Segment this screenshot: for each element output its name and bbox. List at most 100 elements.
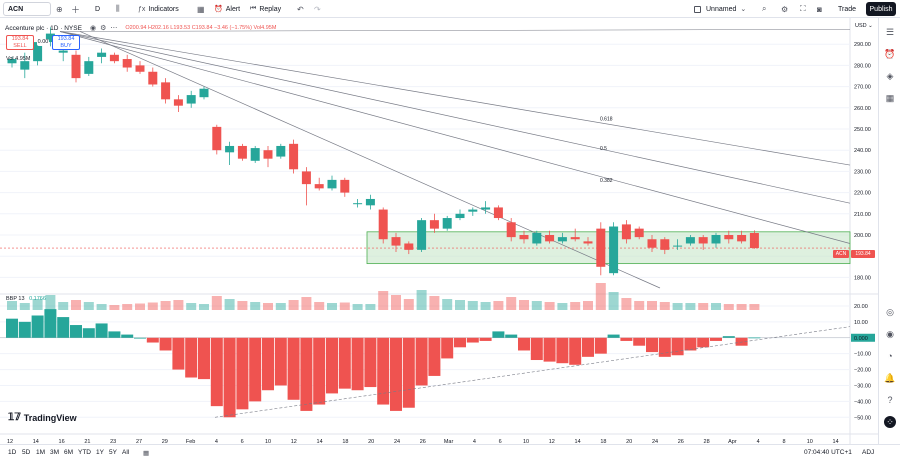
stream-icon[interactable]: ◔ bbox=[887, 351, 893, 361]
candle-body bbox=[404, 243, 414, 250]
volume-bar bbox=[288, 300, 299, 310]
timeframe-all[interactable]: All bbox=[122, 449, 130, 456]
bbp-bar bbox=[556, 337, 569, 364]
indicator-name: BBP 13 bbox=[6, 296, 25, 302]
time-axis: 12 14 16 21 23 27 29 Feb 4 6 10 12 14 18 20 24 26 Mar 4 6 10… bbox=[7, 439, 839, 444]
bbp-bar bbox=[198, 337, 210, 380]
watermark-text: TradingView bbox=[23, 412, 77, 423]
fib-line-0.382 bbox=[59, 31, 851, 244]
notifications-icon[interactable]: 🔔 bbox=[884, 372, 896, 383]
volume-bar bbox=[147, 302, 158, 310]
adj-button[interactable]: ADJ bbox=[862, 449, 875, 456]
bbp-bar bbox=[134, 337, 146, 339]
add-symbol-icon[interactable]: ＋ bbox=[71, 4, 81, 15]
chat-icon[interactable]: ◉ bbox=[886, 328, 894, 339]
candle-body bbox=[391, 237, 401, 246]
camera-icon[interactable]: ◙ bbox=[817, 4, 822, 14]
timeframe-1d[interactable]: 1D bbox=[8, 449, 17, 456]
candle-body bbox=[276, 145, 286, 157]
more-icon[interactable]: ⋯ bbox=[110, 25, 118, 32]
timeframe-1y[interactable]: 1Y bbox=[96, 449, 104, 456]
timeframe-5y[interactable]: 5Y bbox=[109, 449, 117, 456]
volume-bar bbox=[224, 299, 235, 310]
time-tick-label: 29 bbox=[162, 439, 168, 444]
timeframe-5d[interactable]: 5D bbox=[22, 449, 31, 456]
timeframe-1m[interactable]: 1M bbox=[36, 449, 46, 456]
volume-bar bbox=[327, 303, 337, 310]
price-tick-label: 280.00 bbox=[854, 63, 871, 69]
trade-button[interactable]: Trade bbox=[838, 0, 856, 18]
alert-button[interactable]: ⏰ Alert bbox=[214, 0, 240, 18]
candle-body bbox=[45, 33, 55, 43]
calendar-icon[interactable]: ▦ bbox=[885, 92, 895, 103]
chart-type-icon[interactable]: ⫼ bbox=[116, 4, 120, 13]
settings-icon[interactable]: ⚙ bbox=[781, 4, 789, 14]
indicators-button[interactable]: ƒx Indicators bbox=[138, 0, 179, 18]
fullscreen-icon[interactable]: ⛶ bbox=[800, 4, 806, 13]
volume-bar bbox=[19, 303, 30, 310]
layers-icon[interactable]: ◈ bbox=[886, 70, 894, 81]
indicator-tick-label: −30.00 bbox=[854, 383, 871, 389]
time-tick-label: Feb bbox=[186, 439, 195, 444]
candle-body bbox=[545, 235, 555, 242]
volume-bar bbox=[275, 303, 286, 310]
bbp-bar bbox=[454, 337, 466, 348]
price-tick-label: 240.00 bbox=[854, 148, 871, 154]
symbol-legend: Accenture plc · 1D · NYSE ◉ ⚙ ⋯ O200.94 … bbox=[5, 24, 277, 33]
bbp-bar bbox=[95, 323, 108, 338]
publish-button[interactable]: Publish bbox=[866, 2, 896, 16]
candle-body bbox=[660, 239, 670, 250]
bbp-bar bbox=[287, 337, 300, 400]
clock-label[interactable]: 07:04:40 UTC+1 bbox=[804, 449, 852, 456]
bbp-bar bbox=[479, 337, 492, 341]
timeframe-ytd[interactable]: YTD bbox=[78, 449, 91, 456]
bbp-bar bbox=[492, 331, 505, 338]
right-sidebar: ☰ ⏰ ◈ ▦ ◎ ◉ ◔ 🔔 ? ⁘ bbox=[878, 18, 900, 444]
settings-icon[interactable]: ⚙ bbox=[100, 25, 107, 32]
layout-button[interactable]: Unnamed ⌄ bbox=[694, 0, 746, 18]
quick-search-icon[interactable]: ⌕ bbox=[762, 4, 767, 13]
watchlist-icon[interactable]: ☰ bbox=[885, 26, 895, 37]
interval-button[interactable]: D bbox=[95, 0, 100, 18]
price-tick-label: 200.00 bbox=[854, 233, 871, 239]
bbp-bar bbox=[684, 337, 697, 351]
volume-bar bbox=[135, 303, 145, 310]
timeframe-6m[interactable]: 6M bbox=[64, 449, 74, 456]
price-tick-label: 250.00 bbox=[854, 127, 871, 133]
tradingview-watermark: 𝟙𝟟 TradingView bbox=[8, 412, 77, 423]
bottom-toolbar: 1D 5D 1M 3M 6M YTD 1Y 5Y All ▦ 07:04:40 … bbox=[0, 444, 900, 462]
candle-body bbox=[199, 88, 209, 98]
apps-icon[interactable]: ⁘ bbox=[884, 416, 896, 428]
ideas-icon[interactable]: ◎ bbox=[886, 306, 894, 317]
bbp-bar bbox=[505, 334, 518, 338]
alerts-icon[interactable]: ⏰ bbox=[884, 48, 896, 59]
help-icon[interactable]: ? bbox=[887, 395, 893, 405]
replay-button[interactable]: ⏮ Replay bbox=[250, 0, 281, 18]
volume-bar bbox=[672, 303, 683, 310]
symbol-search[interactable]: ACN bbox=[3, 2, 51, 16]
date-range-icon[interactable]: ▦ bbox=[143, 450, 150, 457]
candle-body bbox=[58, 50, 68, 53]
timeframe-3m[interactable]: 3M bbox=[50, 449, 60, 456]
compare-icon[interactable]: ⊕ bbox=[56, 4, 63, 14]
bbp-bar bbox=[313, 337, 326, 405]
candle-body bbox=[673, 245, 683, 247]
redo-icon[interactable]: ↷ bbox=[314, 4, 321, 14]
candle-body bbox=[33, 42, 43, 62]
candle-body bbox=[71, 54, 81, 79]
eye-icon[interactable]: ◉ bbox=[89, 25, 97, 32]
bbp-bar bbox=[31, 315, 44, 338]
bbp-bar bbox=[146, 337, 159, 343]
fib-level-label: 0.5 bbox=[600, 146, 607, 152]
currency-label[interactable]: USD ⌄ bbox=[855, 23, 873, 29]
bbp-bar bbox=[210, 337, 223, 407]
time-tick-label: 24 bbox=[394, 439, 400, 444]
candle-body bbox=[237, 145, 247, 159]
buy-button[interactable]: 193.84 BUY bbox=[52, 35, 80, 50]
templates-icon[interactable]: ▦ bbox=[197, 4, 205, 14]
undo-icon[interactable]: ↶ bbox=[297, 4, 304, 14]
sell-button[interactable]: 193.84 SELL bbox=[6, 35, 34, 50]
ohlc-values: O200.94 H202.16 L193.53 C193.84 −3.46 (−… bbox=[125, 25, 277, 31]
